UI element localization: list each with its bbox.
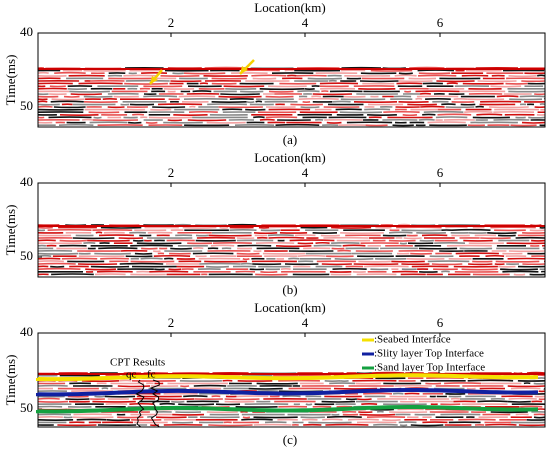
interface-line [36,388,539,397]
cpt-label: fc [147,369,156,381]
x-axis-label: Location(km) [254,0,325,15]
cpt-label: qc [126,369,137,381]
seismic-texture [37,66,546,127]
x-tick-label: 2 [168,15,175,30]
legend-label: :Slity layer Top Interface [374,348,484,360]
x-axis-label: Location(km) [254,150,325,165]
x-tick-label: 6 [437,165,444,180]
annotation: CPT Results [110,357,165,369]
seismic-trace [37,67,546,126]
seismic-trace [37,66,546,127]
y-tick-label: 50 [20,98,33,113]
y-tick-label: 50 [20,248,33,263]
seismic-trace [37,223,546,276]
y-tick-label: 40 [20,324,33,339]
y-axis-label: Time(ms) [3,55,18,106]
y-tick-label: 50 [20,400,33,415]
y-tick-label: 40 [20,174,33,189]
legend-label: :Sand layer Top Interface [374,362,485,374]
seismic-trace [37,66,546,127]
x-tick-label: 4 [302,315,309,330]
caption: (c) [283,432,297,447]
caption: (b) [282,282,297,297]
seismic-trace [37,223,546,273]
x-axis-label: Location(km) [254,300,325,315]
x-tick-label: 4 [302,165,309,180]
x-tick-label: 2 [168,315,175,330]
seismic-texture [37,223,546,276]
cpt-curve [135,379,145,428]
y-tick-label: 40 [20,24,33,39]
seismic-texture [37,371,546,427]
plot-frame [37,32,546,128]
x-tick-label: 4 [302,15,309,30]
x-tick-label: 6 [437,15,444,30]
y-axis-label: Time(ms) [3,355,18,406]
plot-frame [37,182,546,278]
arrow-head [240,66,248,74]
cpt-curve [149,379,160,428]
legend-label: :Seabed Interface [374,334,451,346]
interface-line [36,405,539,414]
interface-line [36,373,539,382]
y-axis-label: Time(ms) [3,205,18,256]
x-tick-label: 2 [168,165,175,180]
x-tick-label: 6 [437,315,444,330]
arrow-head [150,76,158,84]
caption: (a) [283,132,297,147]
